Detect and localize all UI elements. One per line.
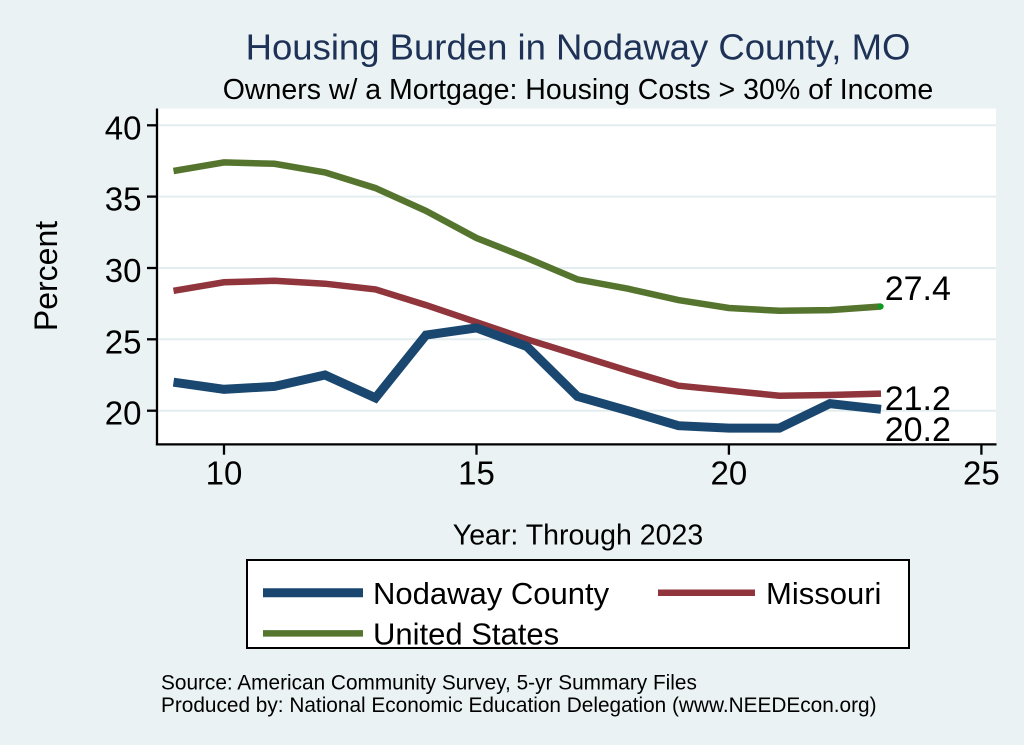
svg-text:United States: United States: [373, 616, 559, 651]
svg-text:Year: Through 2023: Year: Through 2023: [453, 520, 703, 552]
svg-text:Nodaway County: Nodaway County: [373, 576, 610, 611]
svg-text:Source: American Community Sur: Source: American Community Survey, 5-yr …: [161, 672, 697, 695]
svg-text:20: 20: [711, 455, 748, 492]
svg-text:40: 40: [105, 109, 142, 146]
svg-text:25: 25: [963, 455, 1000, 492]
svg-text:Missouri: Missouri: [766, 576, 881, 611]
svg-text:10: 10: [206, 455, 243, 492]
svg-text:Produced by: National Economic: Produced by: National Economic Education…: [161, 694, 877, 717]
svg-text:21.2: 21.2: [885, 380, 951, 418]
svg-text:15: 15: [458, 455, 495, 492]
svg-text:20: 20: [105, 395, 142, 432]
svg-text:25: 25: [105, 323, 142, 360]
svg-text:20.2: 20.2: [885, 411, 951, 449]
svg-text:Percent: Percent: [28, 221, 64, 331]
svg-text:30: 30: [105, 252, 142, 289]
svg-text:35: 35: [105, 181, 142, 218]
svg-text:Owners w/ a Mortgage: Housing: Owners w/ a Mortgage: Housing Costs > 30…: [223, 74, 933, 106]
svg-text:Housing Burden in Nodaway Coun: Housing Burden in Nodaway County, MO: [246, 26, 911, 67]
svg-text:27.4: 27.4: [885, 270, 951, 308]
